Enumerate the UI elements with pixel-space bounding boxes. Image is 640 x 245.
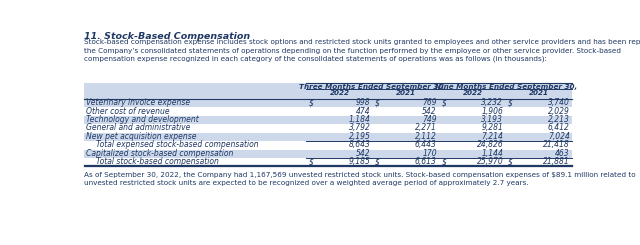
Text: 7,214: 7,214 (481, 132, 503, 141)
Text: 2021: 2021 (396, 90, 416, 96)
Text: 170: 170 (422, 149, 437, 158)
Text: 2,271: 2,271 (415, 123, 437, 133)
Text: 2,029: 2,029 (548, 107, 570, 116)
Bar (84, 99, 572, 107)
Text: $: $ (375, 157, 380, 166)
Text: Technology and development: Technology and development (86, 115, 199, 124)
Text: New pet acquisition expense: New pet acquisition expense (86, 132, 196, 141)
Text: 2,213: 2,213 (548, 115, 570, 124)
Bar (84, 149, 572, 158)
Text: $: $ (508, 157, 513, 166)
Text: 8,643: 8,643 (349, 140, 371, 149)
Text: As of September 30, 2022, the Company had 1,167,569 unvested restricted stock un: As of September 30, 2022, the Company ha… (84, 172, 636, 186)
Text: 2021: 2021 (529, 90, 549, 96)
Text: 542: 542 (422, 107, 437, 116)
Text: Nine Months Ended September 30,: Nine Months Ended September 30, (435, 84, 577, 90)
Text: 1,144: 1,144 (481, 149, 503, 158)
Bar (84, 124, 572, 133)
Text: 3,792: 3,792 (349, 123, 371, 133)
Text: 6,443: 6,443 (415, 140, 437, 149)
Text: $: $ (375, 98, 380, 107)
Text: 11. Stock-Based Compensation: 11. Stock-Based Compensation (84, 32, 250, 41)
Text: Stock-based compensation expense includes stock options and restricted stock uni: Stock-based compensation expense include… (84, 39, 640, 62)
Text: 474: 474 (356, 107, 371, 116)
Text: $: $ (442, 157, 447, 166)
Text: $: $ (442, 98, 447, 107)
Text: Total expensed stock-based compensation: Total expensed stock-based compensation (95, 140, 258, 149)
Bar (84, 83, 572, 99)
Text: 542: 542 (356, 149, 371, 158)
Text: $: $ (508, 98, 513, 107)
Text: Veterinary invoice expense: Veterinary invoice expense (86, 98, 190, 107)
Text: 6,412: 6,412 (548, 123, 570, 133)
Text: 2,195: 2,195 (349, 132, 371, 141)
Text: General and administrative: General and administrative (86, 123, 191, 133)
Text: 24,826: 24,826 (477, 140, 503, 149)
Text: 3,740: 3,740 (548, 98, 570, 107)
Bar (84, 116, 572, 124)
Bar (84, 107, 572, 116)
Text: 21,418: 21,418 (543, 140, 570, 149)
Text: 749: 749 (422, 115, 437, 124)
Text: 6,613: 6,613 (415, 157, 437, 166)
Bar (84, 133, 572, 141)
Text: Capitalized stock-based compensation: Capitalized stock-based compensation (86, 149, 234, 158)
Text: 998: 998 (356, 98, 371, 107)
Text: 25,970: 25,970 (477, 157, 503, 166)
Text: 21,881: 21,881 (543, 157, 570, 166)
Text: 1,906: 1,906 (481, 107, 503, 116)
Text: Three Months Ended September 30,: Three Months Ended September 30, (299, 84, 446, 90)
Text: 3,232: 3,232 (481, 98, 503, 107)
Text: Other cost of revenue: Other cost of revenue (86, 107, 170, 116)
Text: 1,184: 1,184 (349, 115, 371, 124)
Text: 9,185: 9,185 (349, 157, 371, 166)
Text: $: $ (308, 98, 314, 107)
Text: 2022: 2022 (330, 90, 349, 96)
Text: 3,193: 3,193 (481, 115, 503, 124)
Text: 2,112: 2,112 (415, 132, 437, 141)
Text: 7,024: 7,024 (548, 132, 570, 141)
Text: 9,281: 9,281 (481, 123, 503, 133)
Text: 463: 463 (555, 149, 570, 158)
Bar (84, 141, 572, 149)
Text: 769: 769 (422, 98, 437, 107)
Bar (84, 158, 572, 166)
Text: Total stock-based compensation: Total stock-based compensation (95, 157, 218, 166)
Text: $: $ (308, 157, 314, 166)
Text: 2022: 2022 (463, 90, 483, 96)
